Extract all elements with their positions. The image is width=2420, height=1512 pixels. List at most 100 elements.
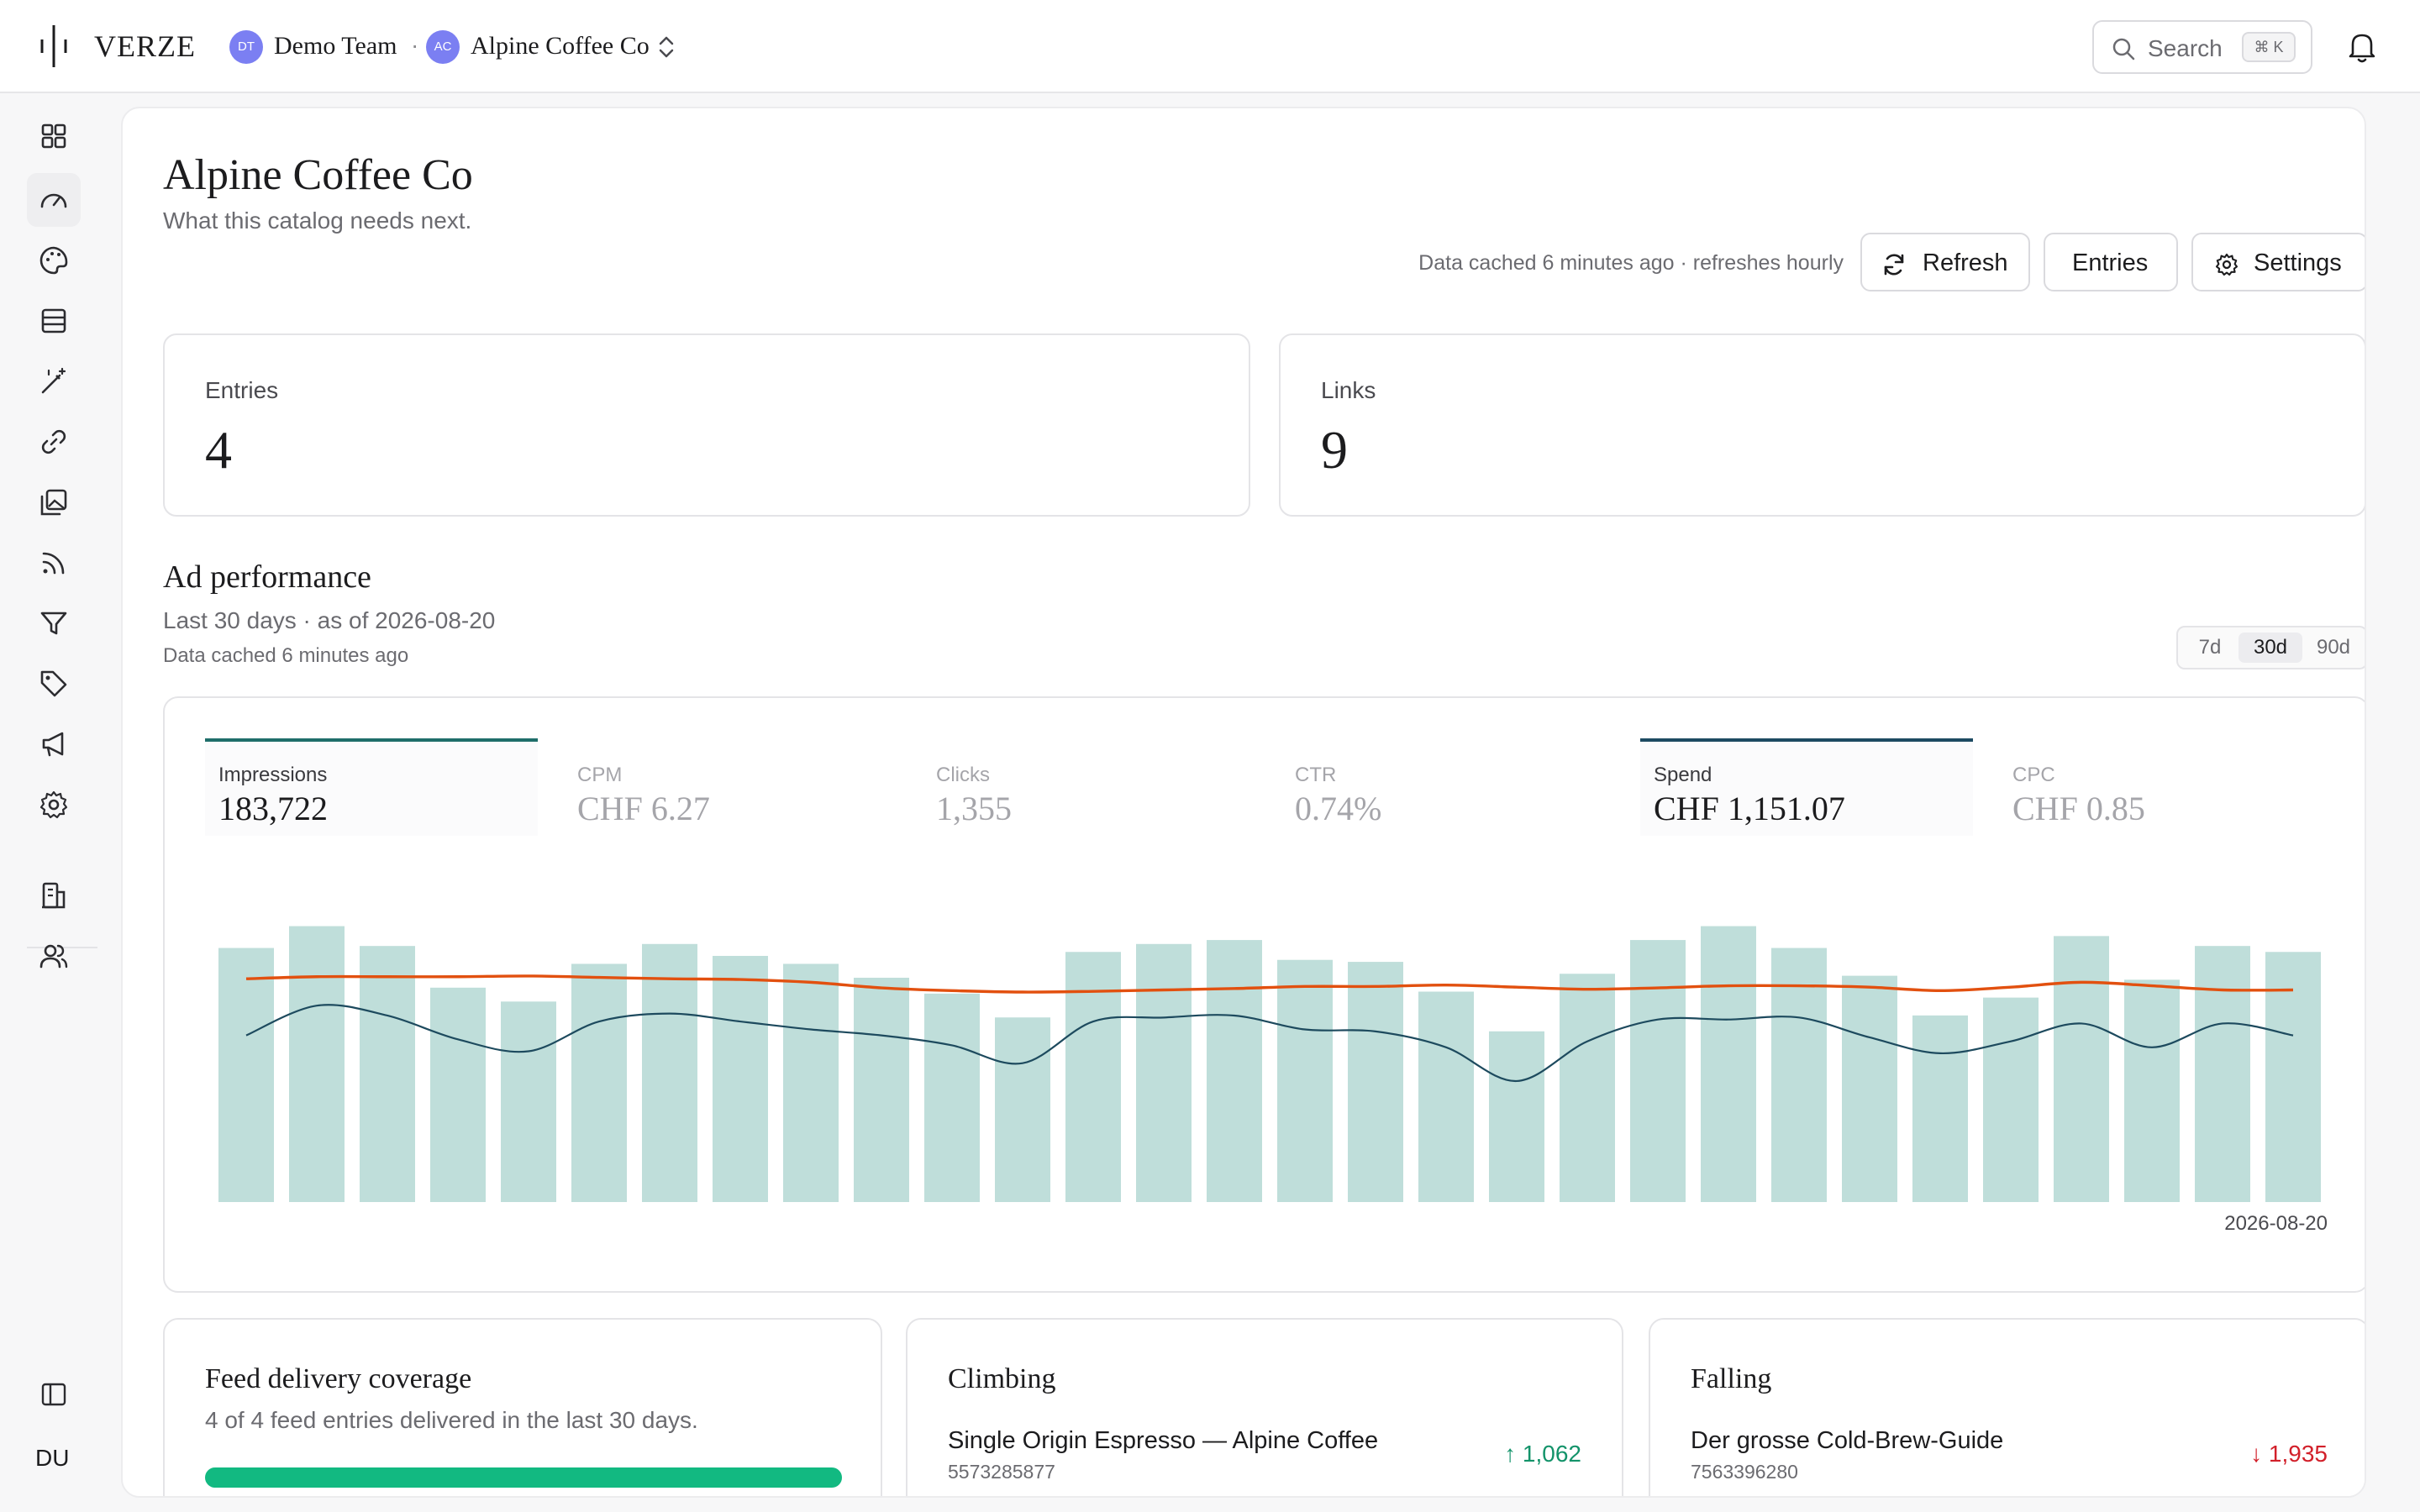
tag-icon[interactable] bbox=[37, 667, 71, 701]
links-stat-card[interactable]: Links 9 bbox=[1279, 333, 2365, 517]
impressions-bar[interactable] bbox=[1065, 952, 1121, 1202]
range-90d[interactable]: 90d bbox=[2316, 636, 2351, 659]
metric-tab-spend[interactable]: Spend CHF 1,151.07 bbox=[1640, 738, 1973, 836]
impressions-bar[interactable] bbox=[995, 1017, 1050, 1202]
impressions-bar[interactable] bbox=[571, 963, 627, 1202]
magic-wand-icon[interactable] bbox=[37, 365, 71, 398]
impressions-bar[interactable] bbox=[430, 987, 486, 1202]
metric-tab-clicks[interactable]: Clicks 1,355 bbox=[923, 738, 1255, 836]
rss-icon[interactable] bbox=[37, 546, 71, 580]
coverage-subtitle: 4 of 4 feed entries delivered in the las… bbox=[205, 1407, 698, 1433]
user-avatar[interactable]: DU bbox=[35, 1445, 70, 1471]
catalog-name[interactable]: Alpine Coffee Co bbox=[471, 32, 650, 60]
stat-label: Entries bbox=[205, 377, 279, 403]
entries-label: Entries bbox=[2072, 249, 2149, 276]
impressions-bar[interactable] bbox=[1771, 948, 1827, 1202]
metric-value: 1,355 bbox=[936, 790, 1012, 827]
impressions-bar[interactable] bbox=[642, 943, 697, 1202]
climbing-item-delta: ↑ 1,062 bbox=[1504, 1441, 1581, 1467]
table-icon[interactable] bbox=[37, 304, 71, 338]
impressions-bar[interactable] bbox=[783, 963, 839, 1202]
ad-performance-title: Ad performance bbox=[163, 559, 371, 595]
top-bar: VERZE DT Demo Team · AC Alpine Coffee Co… bbox=[0, 0, 2420, 93]
metric-label: Spend bbox=[1654, 764, 1712, 786]
coverage-title: Feed delivery coverage bbox=[205, 1363, 472, 1394]
metric-label: Impressions bbox=[218, 764, 328, 786]
metric-value: 183,722 bbox=[218, 790, 328, 827]
metric-value: CHF 1,151.07 bbox=[1654, 790, 1845, 827]
falling-card: Falling Der grosse Cold-Brew-Guide 75633… bbox=[1649, 1318, 2365, 1496]
impressions-bar[interactable] bbox=[1136, 943, 1192, 1202]
range-toggle: 7d 30d 90d bbox=[2176, 626, 2365, 669]
spend-line bbox=[245, 974, 2294, 994]
metric-tab-ctr[interactable]: CTR 0.74% bbox=[1281, 738, 1614, 836]
impressions-bar[interactable] bbox=[2124, 979, 2180, 1202]
climbing-item-name[interactable]: Single Origin Espresso — Alpine Coffee bbox=[948, 1427, 1379, 1454]
impressions-bar[interactable] bbox=[1207, 940, 1262, 1202]
metric-tab-cpc[interactable]: CPC CHF 0.85 bbox=[1999, 738, 2332, 836]
metric-tab-impressions[interactable]: Impressions 183,722 bbox=[205, 738, 538, 836]
impressions-bar[interactable] bbox=[360, 946, 415, 1202]
gear-icon[interactable] bbox=[37, 788, 71, 822]
impressions-bar[interactable] bbox=[289, 926, 345, 1202]
palette-icon[interactable] bbox=[37, 244, 71, 277]
gauge-icon[interactable] bbox=[37, 183, 71, 217]
impressions-bar[interactable] bbox=[924, 993, 980, 1202]
metric-label: Clicks bbox=[936, 764, 990, 786]
filter-icon[interactable] bbox=[37, 606, 71, 640]
impressions-bar[interactable] bbox=[1912, 1015, 1968, 1202]
impressions-bar[interactable] bbox=[2265, 952, 2321, 1202]
impressions-bar[interactable] bbox=[2054, 936, 2109, 1202]
metric-tab-cpm[interactable]: CPM CHF 6.27 bbox=[564, 738, 897, 836]
chart-end-date: 2026-08-20 bbox=[2224, 1212, 2328, 1235]
impressions-bar[interactable] bbox=[1489, 1031, 1544, 1202]
bell-icon[interactable] bbox=[2346, 30, 2378, 64]
impressions-bar[interactable] bbox=[1348, 962, 1403, 1202]
megaphone-icon[interactable] bbox=[37, 727, 71, 761]
impressions-bar[interactable] bbox=[1418, 991, 1474, 1202]
grid-icon[interactable] bbox=[37, 119, 71, 153]
impressions-trend-line bbox=[245, 1004, 2294, 1083]
impressions-bar[interactable] bbox=[1701, 926, 1756, 1202]
app-logo-text[interactable]: VERZE bbox=[94, 29, 196, 63]
images-icon[interactable] bbox=[37, 486, 71, 519]
impressions-bar[interactable] bbox=[1842, 975, 1897, 1202]
building-icon[interactable] bbox=[37, 879, 71, 912]
impressions-bar[interactable] bbox=[218, 948, 274, 1202]
chevron-up-down-icon[interactable] bbox=[655, 34, 677, 60]
impressions-bar[interactable] bbox=[501, 1001, 556, 1202]
search-label: Search bbox=[2148, 35, 2223, 61]
metric-label: CPM bbox=[577, 764, 623, 786]
climbing-title: Climbing bbox=[948, 1363, 1056, 1394]
refresh-button[interactable]: Refresh bbox=[1860, 233, 2030, 291]
range-30d[interactable]: 30d bbox=[2238, 633, 2302, 663]
breadcrumb-separator: · bbox=[411, 32, 419, 58]
link-icon[interactable] bbox=[37, 425, 71, 459]
gear-icon bbox=[2215, 253, 2238, 276]
metric-label: CTR bbox=[1295, 764, 1337, 786]
impressions-bar[interactable] bbox=[713, 955, 768, 1202]
entries-button[interactable]: Entries bbox=[2044, 233, 2178, 291]
feed-coverage-card: Feed delivery coverage 4 of 4 feed entri… bbox=[163, 1318, 882, 1496]
range-7d[interactable]: 7d bbox=[2198, 636, 2222, 659]
impressions-bar[interactable] bbox=[854, 977, 909, 1202]
ad-performance-card: Impressions 183,722 CPM CHF 6.27 Clicks 1,355… bbox=[163, 696, 2365, 1293]
sidebar-toggle-icon[interactable] bbox=[37, 1378, 71, 1411]
impressions-bar[interactable] bbox=[2195, 946, 2250, 1202]
impressions-bar[interactable] bbox=[1630, 940, 1686, 1202]
entries-stat-card[interactable]: Entries 4 bbox=[163, 333, 1250, 517]
falling-item-name[interactable]: Der grosse Cold-Brew-Guide bbox=[1691, 1427, 2004, 1454]
climbing-card: Climbing Single Origin Espresso — Alpine… bbox=[906, 1318, 1623, 1496]
metric-value: 0.74% bbox=[1295, 790, 1382, 827]
impressions-bar[interactable] bbox=[1277, 959, 1333, 1202]
impressions-bar[interactable] bbox=[1983, 997, 2039, 1202]
cache-note: Data cached 6 minutes ago · refreshes ho… bbox=[1418, 251, 1844, 275]
falling-title: Falling bbox=[1691, 1363, 1772, 1394]
search-button[interactable]: Search ⌘ K bbox=[2092, 20, 2312, 74]
team-name[interactable]: Demo Team bbox=[274, 32, 397, 60]
climbing-item-id: 5573285877 bbox=[948, 1461, 1055, 1483]
users-icon[interactable] bbox=[37, 939, 71, 973]
stat-value: 9 bbox=[1321, 420, 1348, 480]
impressions-bar[interactable] bbox=[1560, 974, 1615, 1202]
settings-button[interactable]: Settings bbox=[2191, 233, 2365, 291]
